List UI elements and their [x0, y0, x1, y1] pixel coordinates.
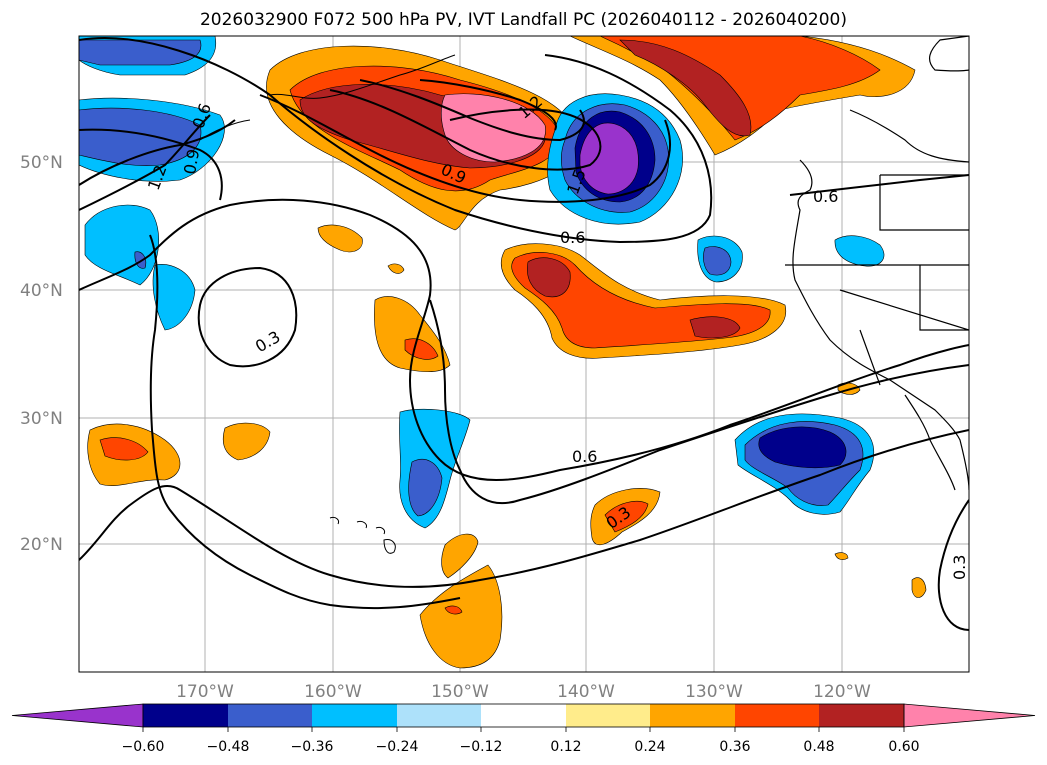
contour-0.3-loop [197, 266, 298, 368]
colorbar-extend-right [903, 703, 1036, 728]
colorbar-tick-label: 0.24 [634, 739, 665, 755]
coastlines [199, 36, 969, 554]
colorbar-tick-label: −0.12 [460, 739, 503, 755]
colorbar-tick-label: −0.48 [207, 739, 250, 755]
contour-labels: 0.6 0.9 1.2 0.3 0.9 1.2 1.5 0.6 0.6 0.3 … [144, 92, 969, 580]
lon-label-130w: 130°W [685, 682, 743, 702]
colorbar-segment [481, 704, 566, 727]
colorbar-tick-label: −0.36 [291, 739, 334, 755]
lat-label-20n: 20°N [20, 535, 63, 555]
colorbar-tick-label: 0.36 [719, 739, 750, 755]
lat-label-40n: 40°N [20, 281, 63, 301]
colorbar-segment [397, 704, 481, 727]
colorbar-segment [312, 704, 397, 727]
colorbar-frame [142, 703, 905, 728]
colorbar: −0.60 −0.48 −0.36 −0.24 −0.12 0.12 0.24 … [11, 703, 1036, 755]
map-title: 2026032900 F072 500 hPa PV, IVT Landfall… [199, 10, 847, 30]
ivt-contours [79, 37, 969, 631]
colorbar-segment [228, 704, 312, 727]
colorbar-segment [143, 704, 228, 727]
latitude-labels: 50°N 40°N 30°N 20°N [20, 153, 63, 555]
colorbar-segment [566, 704, 650, 727]
lon-label-140w: 140°W [557, 682, 615, 702]
lon-label-160w: 160°W [304, 682, 362, 702]
colorbar-extend-left [11, 703, 144, 728]
lon-label-170w: 170°W [176, 682, 234, 702]
colorbar-tick-label: −0.60 [122, 739, 165, 755]
contour-inner [329, 89, 602, 171]
colorbar-segment [735, 704, 819, 727]
contour-label: 0.6 [560, 228, 585, 247]
contour-0.6-large [79, 37, 713, 244]
colorbar-tick-label: 0.60 [888, 739, 919, 755]
contour-label: 0.9 [180, 147, 203, 175]
map-plot-area: 0.6 0.9 1.2 0.3 0.9 1.2 1.5 0.6 0.6 0.3 … [79, 36, 969, 672]
colorbar-segment [650, 704, 735, 727]
longitude-labels: 170°W 160°W 150°W 140°W 130°W 120°W [176, 682, 871, 702]
contour-label: 0.6 [813, 187, 838, 206]
colorbar-tick-label: 0.12 [550, 739, 581, 755]
colorbar-tick-label: 0.48 [803, 739, 834, 755]
lat-label-30n: 30°N [20, 409, 63, 429]
colorbar-segment [819, 704, 904, 727]
lat-label-50n: 50°N [20, 153, 63, 173]
contour-label: 0.6 [572, 447, 597, 466]
lon-label-120w: 120°W [813, 682, 871, 702]
map-frame [78, 35, 970, 673]
lon-label-150w: 150°W [431, 682, 489, 702]
colorbar-tick-label: −0.24 [376, 739, 419, 755]
contour-label: 0.3 [950, 555, 969, 580]
